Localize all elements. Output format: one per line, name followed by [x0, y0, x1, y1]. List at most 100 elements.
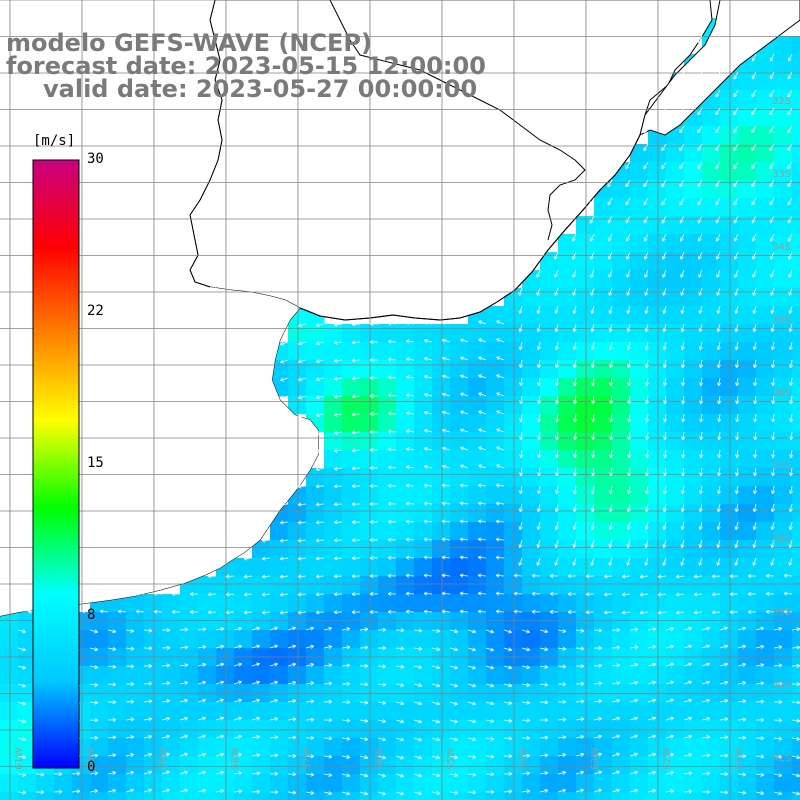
wind-arrow [107, 771, 117, 775]
wind-arrow [81, 609, 91, 614]
wind-speed-cell [378, 450, 397, 469]
wind-speed-cell [720, 594, 739, 613]
wind-speed-cell [360, 540, 379, 559]
wind-speed-cell [18, 666, 37, 685]
wind-arrow [751, 161, 757, 170]
wind-arrow [351, 484, 361, 489]
wind-arrow [478, 464, 487, 469]
wind-arrow [233, 771, 243, 776]
wind-speed-cell [0, 792, 19, 800]
wind-arrow [572, 557, 577, 566]
wind-speed-cell [486, 324, 505, 343]
wind-speed-cell [558, 450, 577, 469]
wind-speed-cell [252, 756, 271, 775]
wind-arrow [477, 591, 487, 596]
wind-arrow [315, 395, 325, 400]
latitude-label: 34S [772, 242, 791, 253]
wind-arrow [680, 305, 685, 314]
wind-speed-cell [360, 522, 379, 541]
wind-arrow [557, 699, 567, 704]
wind-speed-cell [270, 738, 289, 757]
wind-arrow [629, 698, 638, 703]
wind-speed-cell [234, 666, 253, 685]
wind-speed-cell [144, 702, 163, 721]
wind-speed-cell [450, 702, 469, 721]
wind-speed-cell [720, 630, 739, 649]
wind-arrow [495, 537, 505, 542]
wind-speed-cell [342, 630, 361, 649]
wind-speed-cell [684, 360, 703, 379]
wind-arrow [751, 71, 757, 80]
wind-speed-cell [702, 342, 721, 361]
wind-arrow [477, 537, 487, 542]
wind-arrow [387, 321, 397, 326]
wind-speed-cell [432, 540, 451, 559]
wind-arrow [251, 789, 261, 794]
wind-arrow [752, 269, 757, 278]
wind-arrow [735, 359, 739, 369]
wind-arrow [665, 626, 675, 631]
wind-arrow [719, 698, 729, 703]
wind-speed-cell [630, 576, 649, 595]
wind-arrow [783, 609, 793, 614]
wind-speed-cell [486, 594, 505, 613]
wind-arrow [287, 717, 297, 722]
wind-speed-cell [522, 396, 541, 415]
wind-arrow [341, 718, 351, 723]
wind-speed-cell [468, 378, 487, 397]
wind-speed-cell [432, 432, 451, 451]
wind-speed-cell [144, 594, 163, 613]
wind-speed-cell [414, 612, 433, 631]
wind-speed-cell [630, 540, 649, 559]
wind-arrow [377, 791, 386, 796]
wind-speed-cell [270, 576, 289, 595]
wind-arrow [788, 341, 793, 351]
wind-arrow [680, 287, 685, 296]
wind-arrow [333, 466, 343, 471]
wind-speed-cell [504, 774, 523, 793]
wind-arrow [197, 734, 206, 739]
wind-speed-cell [774, 720, 793, 739]
wind-arrow [697, 179, 703, 188]
wind-speed-cell [306, 756, 325, 775]
wind-arrow [477, 483, 487, 488]
longitude-label: 58W [230, 747, 241, 770]
wind-arrow [107, 646, 117, 651]
wind-speed-cell [792, 486, 800, 505]
wind-speed-cell [450, 360, 469, 379]
wind-arrow [243, 610, 253, 615]
wind-arrow [644, 323, 649, 333]
wind-speed-cell [450, 414, 469, 433]
wind-speed-cell [738, 306, 757, 325]
wind-arrow [413, 701, 422, 706]
wind-speed-cell [612, 450, 631, 469]
wind-arrow [697, 233, 703, 242]
wind-speed-cell [378, 468, 397, 487]
wind-speed-cell [18, 792, 37, 800]
wind-speed-cell [720, 306, 739, 325]
wind-arrow [751, 143, 757, 152]
wind-speed-cell [756, 594, 775, 613]
wind-speed-cell [774, 144, 793, 163]
wind-speed-cell [792, 342, 800, 361]
wind-arrow [333, 520, 343, 525]
wind-speed-cell [450, 450, 469, 469]
wind-arrow [189, 610, 199, 615]
wind-arrow [717, 377, 722, 387]
wind-arrow [627, 467, 632, 477]
wind-arrow [608, 557, 613, 566]
wind-arrow [627, 377, 632, 387]
wind-speed-cell [594, 612, 613, 631]
wind-speed-cell [486, 720, 505, 739]
wind-speed-cell [612, 360, 631, 379]
wind-arrow [770, 503, 775, 513]
wind-arrow [567, 574, 577, 579]
wind-speed-cell [306, 630, 325, 649]
wind-arrow [125, 628, 135, 633]
wind-speed-cell [594, 558, 613, 577]
wind-speed-cell [630, 738, 649, 757]
wind-speed-cell [162, 702, 181, 721]
wind-arrow [680, 539, 685, 548]
wind-speed-cell [288, 792, 307, 800]
wind-arrow [315, 449, 325, 454]
